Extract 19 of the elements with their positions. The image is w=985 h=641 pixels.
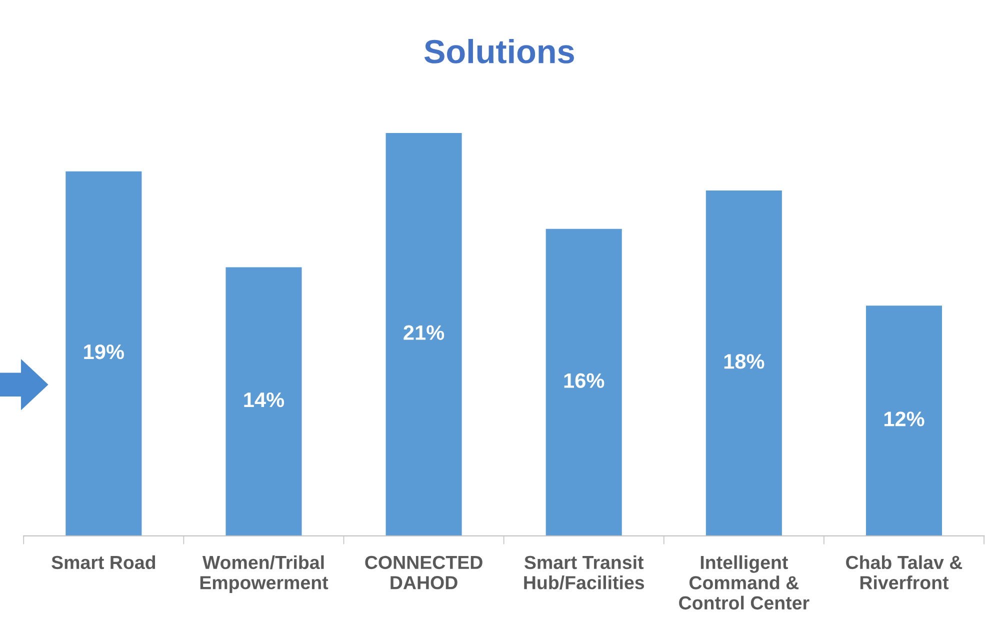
x-tick-label: Smart Road (52, 555, 156, 570)
x-tick-label: CONNECTED DAHOD (365, 556, 482, 590)
data-label: 12% (884, 412, 924, 426)
bar (226, 267, 302, 536)
bar (706, 190, 782, 536)
chart-title: Solutions (424, 38, 574, 64)
bar (546, 228, 622, 536)
data-label: 18% (724, 354, 764, 369)
bar (66, 171, 142, 536)
x-tick-label: Chab Talav & Riverfront (846, 555, 962, 590)
data-label: 21% (404, 325, 444, 340)
x-tick-label: Smart Transit Hub/Facilities (524, 555, 644, 590)
data-label: 14% (244, 392, 284, 408)
bar (386, 132, 462, 536)
x-tick-label: Women/Tribal Empowerment (200, 555, 328, 593)
data-label: 19% (84, 344, 124, 360)
data-label: 16% (564, 373, 604, 388)
x-tick-label: Intelligent Command & Control Center (679, 555, 810, 610)
bar (866, 306, 942, 536)
